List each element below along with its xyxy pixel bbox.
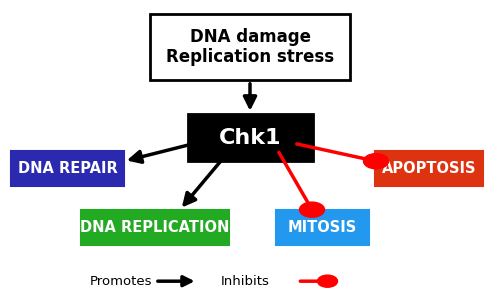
Text: DNA damage
Replication stress: DNA damage Replication stress	[166, 28, 334, 66]
Circle shape	[300, 202, 324, 217]
Text: Chk1: Chk1	[219, 128, 281, 148]
FancyBboxPatch shape	[188, 114, 312, 161]
Text: MITOSIS: MITOSIS	[288, 220, 357, 235]
FancyBboxPatch shape	[375, 151, 482, 185]
Circle shape	[364, 154, 388, 169]
Text: APOPTOSIS: APOPTOSIS	[382, 161, 476, 176]
FancyBboxPatch shape	[276, 210, 369, 245]
FancyBboxPatch shape	[150, 14, 350, 80]
Text: Promotes: Promotes	[90, 275, 152, 288]
Text: DNA REPAIR: DNA REPAIR	[18, 161, 117, 176]
Text: Inhibits: Inhibits	[221, 275, 270, 288]
Circle shape	[318, 275, 338, 287]
FancyBboxPatch shape	[81, 210, 229, 245]
Text: DNA REPLICATION: DNA REPLICATION	[80, 220, 230, 235]
FancyBboxPatch shape	[12, 151, 124, 185]
